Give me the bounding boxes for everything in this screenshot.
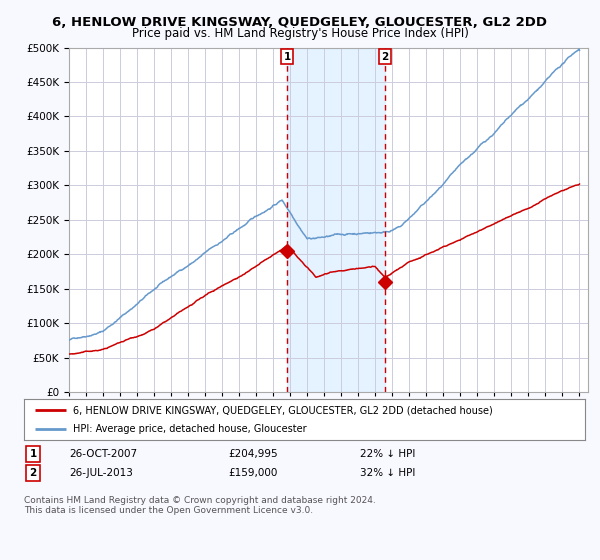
- Text: 6, HENLOW DRIVE KINGSWAY, QUEDGELEY, GLOUCESTER, GL2 2DD (detached house): 6, HENLOW DRIVE KINGSWAY, QUEDGELEY, GLO…: [73, 405, 493, 415]
- Text: Contains HM Land Registry data © Crown copyright and database right 2024.
This d: Contains HM Land Registry data © Crown c…: [24, 496, 376, 515]
- Text: £204,995: £204,995: [228, 449, 278, 459]
- Text: £159,000: £159,000: [228, 468, 277, 478]
- Text: 1: 1: [29, 449, 37, 459]
- Text: HPI: Average price, detached house, Gloucester: HPI: Average price, detached house, Glou…: [73, 424, 307, 433]
- Text: 2: 2: [382, 52, 389, 62]
- Text: 32% ↓ HPI: 32% ↓ HPI: [360, 468, 415, 478]
- Text: 6, HENLOW DRIVE KINGSWAY, QUEDGELEY, GLOUCESTER, GL2 2DD: 6, HENLOW DRIVE KINGSWAY, QUEDGELEY, GLO…: [53, 16, 548, 29]
- Text: 22% ↓ HPI: 22% ↓ HPI: [360, 449, 415, 459]
- Text: 26-JUL-2013: 26-JUL-2013: [69, 468, 133, 478]
- Text: 1: 1: [284, 52, 291, 62]
- Text: 26-OCT-2007: 26-OCT-2007: [69, 449, 137, 459]
- Text: 2: 2: [29, 468, 37, 478]
- Text: Price paid vs. HM Land Registry's House Price Index (HPI): Price paid vs. HM Land Registry's House …: [131, 27, 469, 40]
- Bar: [287, 48, 385, 392]
